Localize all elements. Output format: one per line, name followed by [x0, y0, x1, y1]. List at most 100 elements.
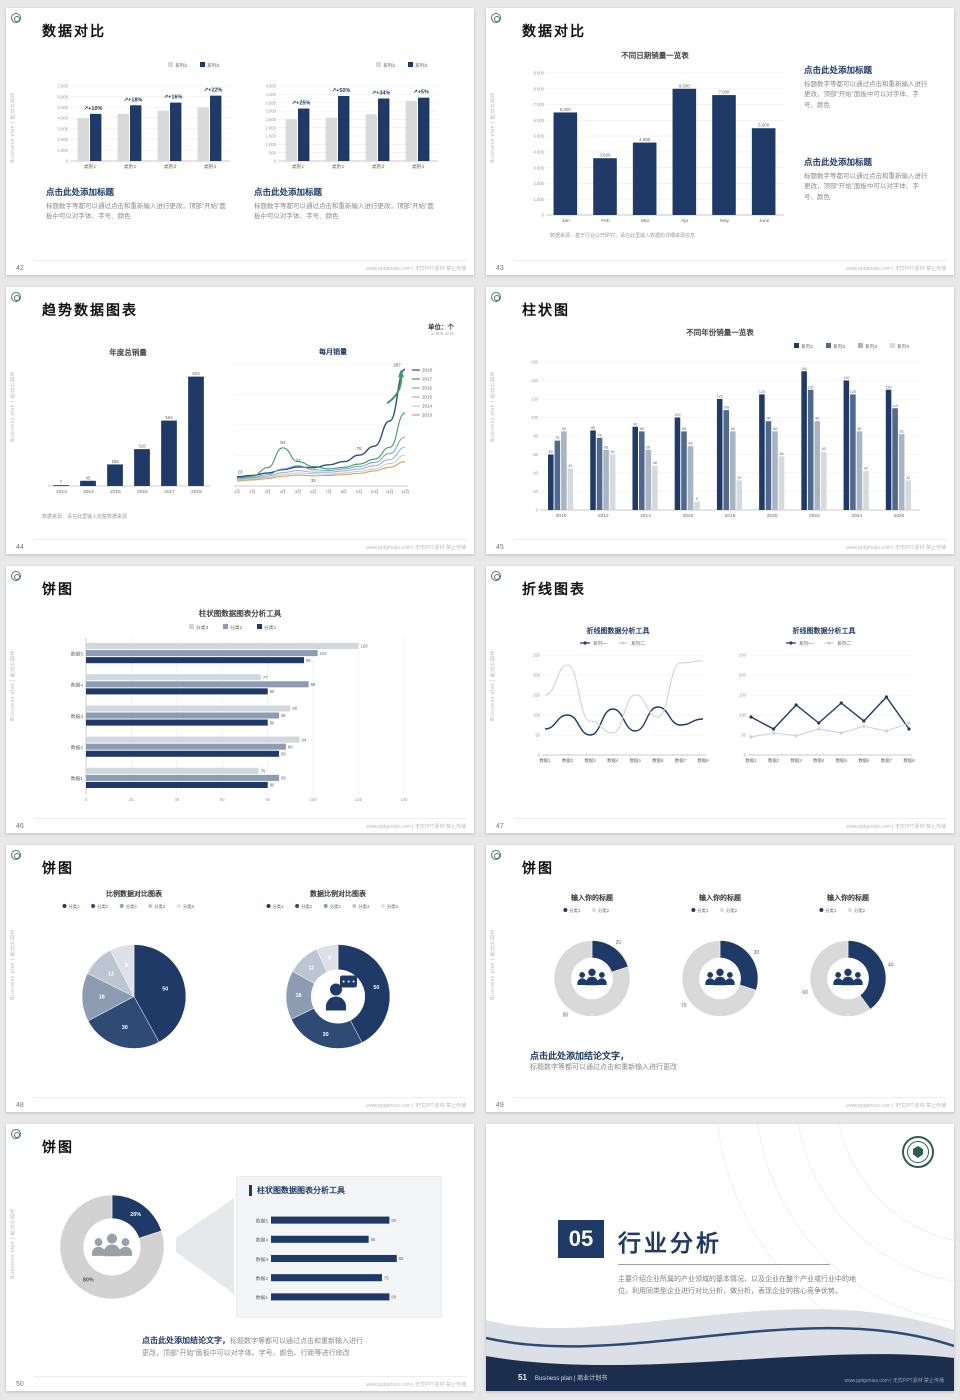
horizontal-bar-chart: 数据5 80 数据4 66 数据3 85 数据2 75 数据1 80 [247, 1207, 433, 1309]
section-description: 主要介绍企业所属的产业领域的基本情况，以及企业在整个产业或行业中的地位。利用同类… [618, 1276, 856, 1296]
page-number: 50 [16, 1381, 24, 1388]
svg-text:76: 76 [357, 446, 363, 451]
svg-text:9,000: 9,000 [534, 71, 545, 76]
footer-divider [514, 818, 946, 819]
svg-text:60: 60 [220, 797, 225, 802]
svg-text:0: 0 [744, 753, 747, 758]
svg-text:分类5: 分类5 [387, 903, 399, 910]
svg-text:数据2: 数据2 [562, 757, 574, 764]
svg-text:系列1: 系列1 [175, 62, 188, 69]
svg-text:60: 60 [802, 990, 808, 996]
svg-text:数据8: 数据8 [903, 757, 915, 764]
svg-text:2,000: 2,000 [534, 181, 545, 186]
footer-url: www.pptgenius.com | 无忧PPT素材 禁止传播 [366, 1103, 466, 1109]
unit-label: 单位：个 in 900 units [428, 324, 454, 336]
slide-50: Business plan | 商业计划书 饼图 20% 80% 柱状图数据图表分… [6, 1124, 474, 1391]
svg-text:250: 250 [739, 653, 747, 658]
svg-text:60: 60 [533, 452, 538, 457]
svg-text:Apr: Apr [681, 218, 689, 224]
svg-text:100: 100 [531, 415, 539, 420]
svg-text:7,600: 7,600 [719, 90, 731, 95]
footer-url: www.pptgenius.com | 无忧PPT素材 禁止传播 [846, 1103, 946, 1109]
svg-text:2010: 2010 [556, 513, 567, 519]
svg-text:分类2: 分类2 [854, 907, 866, 914]
text-block: 点击此处添加标题 标题数字等都可以通过点击和重新输入进行更改，顶部“开始”面板中… [804, 156, 928, 203]
svg-text:2017: 2017 [422, 377, 433, 382]
svg-text:50: 50 [535, 733, 540, 738]
svg-text:分类2: 分类2 [97, 903, 109, 910]
svg-text:2022: 2022 [809, 513, 820, 519]
svg-text:分类4: 分类4 [358, 903, 370, 910]
svg-text:564: 564 [165, 415, 173, 420]
svg-text:100: 100 [533, 713, 541, 718]
svg-text:Jan: Jan [562, 218, 570, 224]
bar-chart: 不同日期销量一览表 9,000 8,000 7,000 6,000 5,000 4,000 3… [522, 48, 788, 226]
svg-text:分类2: 分类2 [598, 907, 610, 914]
sidebar-vertical-text: Business plan | 商业计划书 [490, 650, 496, 721]
svg-text:数据3: 数据3 [791, 757, 803, 764]
slide-49: Business plan | 商业计划书 饼图 输入你的标题 分类1 分类2 20 8… [486, 845, 954, 1112]
svg-text:数据4: 数据4 [813, 757, 825, 764]
svg-text:75: 75 [384, 1275, 389, 1280]
svg-text:分类3: 分类3 [330, 903, 342, 910]
svg-text:系列一: 系列一 [799, 640, 814, 647]
svg-text:分类3: 分类3 [196, 624, 209, 631]
svg-text:18: 18 [99, 995, 105, 1001]
block-body: 标题数字等都可以通过点击和重新输入进行更改，顶部“开始”面板中可以对字体、字号、… [804, 173, 928, 201]
footer-divider [34, 539, 466, 540]
svg-text:85: 85 [281, 751, 286, 756]
analysis-panel: 柱状图数据图表分析工具 数据5 80 数据4 66 数据3 85 数据2 75 数据1 80 [236, 1176, 442, 1318]
svg-text:2018: 2018 [422, 368, 433, 373]
svg-text:96: 96 [766, 417, 770, 421]
donut-chart: 数据比例对比图表 分类1 分类2 分类3 分类4 分类5 50 30 18 12 8 [246, 887, 430, 1079]
slide-footer: 47 www.pptgenius.com | 无忧PPT素材 禁止传播 [496, 823, 946, 830]
svg-text:8,000: 8,000 [679, 83, 691, 88]
svg-text:柱状图数据图表分析工具: 柱状图数据图表分析工具 [199, 608, 282, 618]
svg-text:May: May [720, 218, 730, 224]
svg-text:0: 0 [274, 159, 277, 164]
svg-text:2017: 2017 [164, 489, 175, 495]
slide-footer: 49 www.pptgenius.com | 无忧PPT素材 禁止传播 [496, 1102, 946, 1109]
svg-text:数据5: 数据5 [71, 650, 84, 657]
svg-text:160: 160 [531, 360, 539, 365]
sidebar-vertical-text: Business plan | 商业计划书 [10, 929, 16, 1000]
svg-text:85: 85 [399, 1256, 404, 1261]
svg-text:7: 7 [60, 480, 63, 485]
svg-text:4,590: 4,590 [639, 137, 651, 142]
svg-text:85: 85 [773, 427, 777, 431]
footer-divider [34, 1376, 466, 1377]
svg-text:系列4: 系列4 [897, 343, 910, 350]
svg-text:1,000: 1,000 [58, 148, 69, 153]
block-heading: 点击此处添加标题 [804, 157, 873, 167]
svg-text:分类4: 分类4 [154, 903, 166, 910]
svg-text:5,000: 5,000 [534, 134, 545, 139]
svg-text:32: 32 [906, 476, 910, 480]
page-number: 44 [16, 544, 24, 551]
svg-text:45: 45 [568, 464, 572, 468]
svg-text:150: 150 [801, 367, 807, 371]
line-chart: 折线图数据分析工具 系列一 系列二 250 200 150 100 50 0 数据1 数据2 数据3 数… [730, 624, 918, 766]
svg-text:1,000: 1,000 [266, 142, 277, 147]
svg-text:85: 85 [682, 427, 686, 431]
page-number: 46 [16, 823, 24, 830]
svg-text:30: 30 [122, 1025, 128, 1031]
school-logo-icon [491, 292, 501, 302]
svg-text:2018: 2018 [725, 513, 736, 519]
svg-text:85: 85 [281, 713, 286, 718]
svg-text:0: 0 [66, 159, 69, 164]
slide-footer: 44 www.pptgenius.com | 无忧PPT素材 禁止传播 [16, 544, 466, 551]
conclusion-block: 点击此处添加结论文字，标题数字等都可以通过点击和重新输入进行 更改，顶部“开始”… [142, 1334, 422, 1359]
school-logo-icon [491, 850, 501, 860]
slide-footer: 43 www.pptgenius.com | 无忧PPT素材 禁止传播 [496, 265, 946, 272]
school-logo-icon [11, 850, 21, 860]
text-block: 点击此处添加标题 标题数字等都可以通过点击和重新输入进行更改，顶部“开始”面板中… [254, 186, 436, 223]
svg-text:0: 0 [536, 508, 539, 513]
svg-text:数据2: 数据2 [256, 1275, 269, 1282]
svg-text:类别3: 类别3 [164, 163, 177, 170]
svg-text:32: 32 [737, 476, 741, 480]
svg-text:类别2: 类别2 [332, 163, 345, 170]
svg-text:数据5: 数据5 [836, 757, 848, 764]
slide-title: 数据对比 [522, 23, 586, 39]
svg-text:2月: 2月 [249, 489, 255, 494]
